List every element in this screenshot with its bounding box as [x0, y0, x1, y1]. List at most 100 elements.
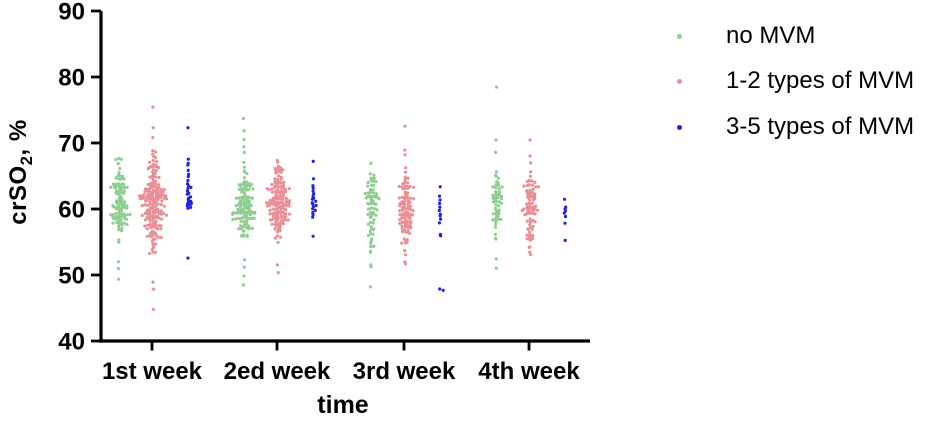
data-point [273, 227, 277, 231]
data-point [247, 188, 251, 192]
data-point [528, 223, 532, 227]
data-point [278, 229, 282, 233]
data-point [400, 202, 404, 206]
data-point [245, 172, 249, 176]
data-point [366, 191, 370, 195]
data-point [273, 236, 277, 240]
data-point [119, 188, 123, 192]
data-point [494, 220, 498, 224]
data-point [188, 203, 192, 207]
data-point [149, 226, 153, 230]
data-point [400, 227, 404, 231]
data-point [242, 137, 246, 142]
data-point [374, 213, 378, 217]
data-point [369, 241, 373, 246]
data-point [154, 205, 158, 209]
data-point [111, 216, 115, 220]
data-point [153, 211, 157, 215]
y-tick-label: 40 [58, 329, 85, 356]
data-point [114, 191, 118, 195]
data-point [271, 202, 275, 206]
data-point [276, 271, 280, 275]
data-point [366, 207, 370, 211]
data-point [409, 221, 413, 225]
data-point [109, 213, 113, 217]
data-point [530, 207, 534, 211]
data-point [284, 190, 288, 194]
data-point [287, 187, 291, 191]
data-point [114, 186, 118, 190]
data-point [401, 182, 405, 186]
data-point [283, 187, 288, 191]
data-point [496, 195, 500, 200]
data-point [111, 182, 115, 186]
data-point [534, 185, 538, 189]
data-point [151, 158, 155, 162]
data-point [153, 197, 157, 201]
legend-marker-blue-dot-icon [677, 124, 682, 130]
data-point [403, 192, 408, 196]
data-point [398, 218, 402, 222]
data-point [250, 216, 254, 220]
data-point [243, 192, 247, 196]
data-point [186, 178, 190, 183]
data-point [151, 105, 155, 109]
data-point [157, 216, 161, 220]
data-point [499, 201, 504, 205]
data-point [125, 206, 129, 210]
data-point [494, 257, 498, 261]
data-point [143, 203, 147, 207]
data-point [115, 201, 119, 205]
data-point [125, 222, 129, 227]
data-point [527, 245, 532, 249]
data-point [157, 183, 161, 187]
data-point [533, 212, 537, 216]
data-point [406, 186, 410, 190]
data-point [268, 198, 272, 203]
data-point [311, 186, 315, 190]
data-point [154, 216, 158, 220]
data-point [439, 234, 443, 238]
data-point [271, 217, 275, 221]
y-tick-label: 50 [58, 263, 85, 290]
data-point [401, 187, 405, 191]
data-point [231, 212, 235, 216]
data-point [403, 249, 407, 253]
data-point [496, 181, 500, 185]
data-point [241, 197, 245, 202]
legend-label-no-mvm: no MVM [726, 22, 816, 49]
data-point [143, 218, 148, 222]
data-point [268, 212, 272, 216]
data-point [404, 186, 408, 190]
data-point [186, 187, 190, 191]
y-tick-label: 80 [58, 65, 85, 92]
data-point [148, 209, 152, 213]
data-point [248, 213, 252, 217]
data-point [403, 253, 408, 257]
data-point [279, 235, 283, 239]
data-point [120, 226, 124, 230]
data-point [143, 187, 147, 191]
data-point [494, 222, 498, 226]
x-axis-title: time [317, 391, 369, 419]
data-point [274, 189, 278, 193]
data-point [241, 283, 246, 287]
data-point [154, 165, 158, 169]
data-point [237, 196, 241, 200]
data-point [494, 138, 498, 142]
data-point [531, 224, 535, 228]
data-point [494, 183, 498, 187]
data-point [275, 234, 279, 238]
data-point [410, 213, 415, 217]
data-point [248, 184, 252, 188]
data-point [186, 198, 190, 202]
data-point [371, 232, 375, 236]
data-point [242, 234, 246, 238]
data-point [311, 184, 315, 188]
legend-marker-pink-dot-icon [677, 78, 682, 84]
data-point [146, 212, 150, 216]
data-point [276, 167, 280, 171]
data-point [491, 193, 495, 197]
data-point [497, 200, 501, 204]
data-point [491, 218, 495, 222]
